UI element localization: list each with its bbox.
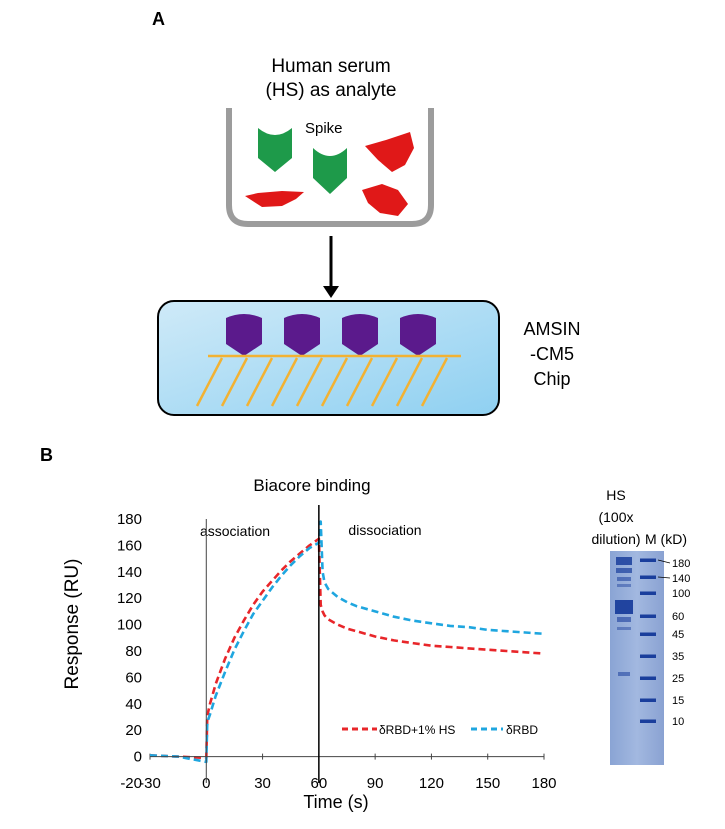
chart-annotation-association: association (200, 523, 270, 539)
gel-hs-label-line2: (100x (598, 509, 633, 525)
serum-beaker (226, 108, 434, 227)
x-axis-ticks: -30 0 30 60 90 120 150 180 (139, 753, 557, 792)
ligand-3 (342, 314, 378, 356)
immobilized-ligands (226, 314, 436, 356)
marker-band-140 (640, 575, 656, 579)
x-tick-label: 90 (367, 775, 384, 792)
chip-label-line1: AMSIN (523, 319, 580, 339)
x-tick-label: 180 (531, 775, 556, 792)
marker-label-10: 10 (672, 716, 684, 728)
ligand-4 (400, 314, 436, 356)
chart-legend: δRBD+1% HS δRBD (342, 723, 538, 737)
marker-band-45 (640, 632, 656, 636)
y-tick-label: 160 (117, 537, 142, 554)
x-tick-label: -30 (139, 775, 161, 792)
panel-a-label: A (152, 9, 165, 29)
marker-label-35: 35 (672, 651, 684, 663)
y-tick-label: 20 (125, 722, 142, 739)
marker-band-100 (640, 591, 656, 595)
panel-a: A Human serum (HS) as analyte Spike (152, 9, 581, 416)
y-tick-label: 60 (125, 669, 142, 686)
x-axis-label: Time (s) (303, 792, 368, 812)
x-tick-label: 120 (419, 775, 444, 792)
spike-protein-1 (258, 128, 292, 172)
gel-lane-hs (615, 557, 633, 676)
y-tick-label: 0 (134, 749, 142, 766)
marker-label-15: 15 (672, 695, 684, 707)
marker-band-15 (640, 698, 656, 702)
y-axis-label: Response (RU) (62, 559, 83, 690)
series-line-1 (149, 537, 545, 760)
marker-band-10 (640, 719, 656, 723)
marker-leader-140 (657, 576, 671, 579)
spike-protein-2 (313, 148, 347, 194)
serum-protein-2 (245, 191, 304, 207)
x-tick-label: 150 (475, 775, 500, 792)
y-tick-label: 100 (117, 617, 142, 634)
y-tick-label: 140 (117, 564, 142, 581)
cm5-linker-matrix (195, 354, 461, 407)
series-layer (149, 520, 545, 764)
ligand-1 (226, 314, 262, 356)
binding-chart: Biacore binding association dissociation… (62, 476, 557, 812)
spike-label: Spike (305, 120, 343, 137)
panel-b-label: B (40, 445, 53, 465)
marker-band-60 (640, 614, 656, 618)
x-tick-label: 60 (311, 775, 328, 792)
y-tick-label: -20 (120, 775, 142, 792)
y-tick-label: 80 (125, 643, 142, 660)
x-tick-label: 30 (254, 775, 271, 792)
serum-protein-1 (365, 132, 414, 172)
gel-lane-marker: 180 140 100 60 45 35 25 15 10 (640, 558, 690, 728)
y-tick-label: 40 (125, 696, 142, 713)
legend-label-series-1: δRBD+1% HS (379, 723, 455, 737)
marker-label-60: 60 (672, 611, 684, 623)
y-axis-ticks: -20 0 20 40 60 80 100 120 140 160 180 (117, 511, 142, 792)
gel-hs-label-line1: HS (606, 487, 625, 503)
chart-annotation-dissociation: dissociation (348, 522, 421, 538)
marker-label-140: 140 (672, 573, 690, 585)
gel-marker-header: M (kD) (645, 531, 687, 547)
ligand-2 (284, 314, 320, 356)
sds-page-gel: HS (100x dilution) M (kD) 180 140 100 60 45 3… (591, 487, 690, 765)
chip-label-line3: Chip (533, 369, 570, 389)
marker-leader-180 (657, 559, 671, 564)
chip-label-line2: -CM5 (530, 344, 574, 364)
series-line-2 (149, 520, 545, 764)
legend-label-series-2: δRBD (506, 723, 538, 737)
marker-band-35 (640, 654, 656, 658)
marker-band-25 (640, 676, 656, 680)
chart-title: Biacore binding (253, 476, 370, 495)
flow-arrow-head (323, 286, 339, 298)
analyte-label-line1: Human serum (271, 56, 390, 77)
sensor-chip (157, 300, 500, 416)
gel-hs-label-line3: dilution) (591, 531, 640, 547)
marker-label-25: 25 (672, 673, 684, 685)
marker-band-180 (640, 558, 656, 562)
marker-label-45: 45 (672, 629, 684, 641)
marker-label-180: 180 (672, 558, 690, 570)
x-tick-label: 0 (202, 775, 210, 792)
y-tick-label: 120 (117, 590, 142, 607)
y-tick-label: 180 (117, 511, 142, 528)
analyte-label-line2: (HS) as analyte (266, 80, 397, 101)
marker-label-100: 100 (672, 588, 690, 600)
serum-protein-3 (362, 184, 408, 216)
